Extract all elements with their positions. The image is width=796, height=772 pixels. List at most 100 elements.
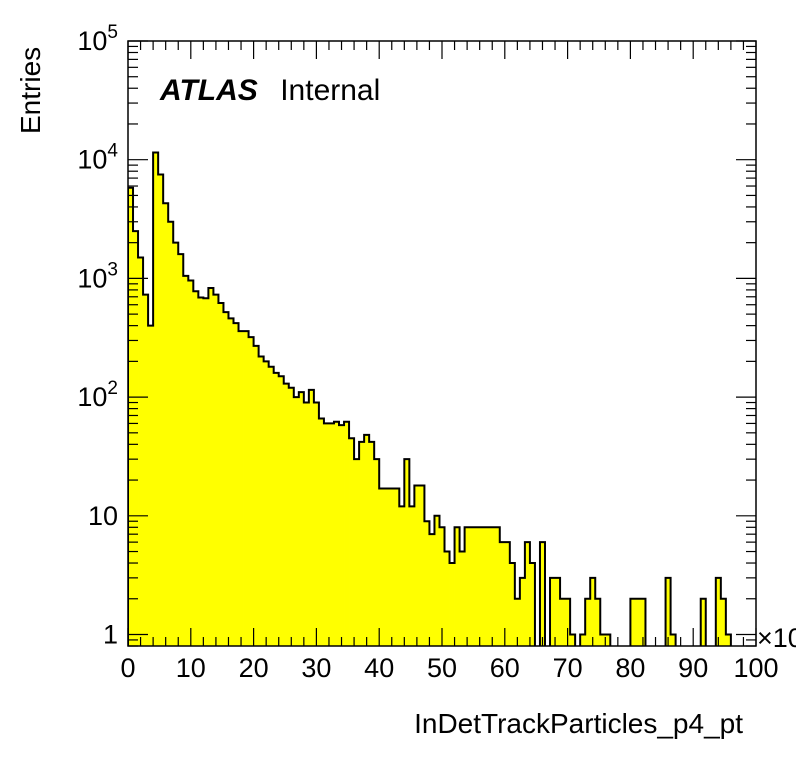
histogram-bar (328, 423, 335, 646)
histogram-bar (208, 288, 214, 646)
histogram-bar (223, 312, 229, 646)
histogram-bar (218, 303, 224, 646)
y-tick-label: 10 (88, 501, 118, 531)
histogram-bar (514, 598, 521, 646)
histogram-bar (725, 634, 732, 646)
histogram-bar (605, 634, 611, 646)
x-tick-label: 0 (120, 653, 135, 683)
histogram-bar (550, 577, 556, 646)
histogram-bar (248, 337, 254, 646)
y-tick-label: 1 (103, 619, 118, 649)
histogram-bar (364, 434, 370, 646)
histogram-bar (414, 485, 420, 646)
atlas-label: ATLAS Internal (159, 74, 380, 107)
histogram-bar (580, 634, 586, 646)
histogram-bar (379, 488, 385, 646)
histogram-bar (444, 551, 450, 646)
histogram-bar (168, 221, 174, 646)
histogram-bar (323, 423, 330, 646)
histogram-bars (128, 152, 732, 646)
x-tick-label: 10 (176, 653, 206, 683)
histogram-bar (555, 577, 561, 646)
histogram-bar (474, 527, 481, 646)
histogram-bar (720, 598, 727, 646)
histogram-bar (273, 372, 280, 646)
y-tick-label: 104 (77, 141, 118, 175)
histogram-bar (238, 331, 244, 646)
histogram-bar (595, 598, 601, 646)
histogram-bar (298, 392, 305, 646)
histogram-bar (434, 515, 440, 646)
histogram-bar (233, 323, 239, 646)
histogram-bar (288, 387, 295, 646)
histogram-bar (133, 231, 139, 646)
histogram-bar (489, 527, 496, 646)
y-tick-label: 105 (77, 22, 118, 56)
histogram-bar (278, 376, 285, 646)
histogram-bar (389, 488, 395, 646)
histogram-bar (399, 506, 405, 646)
histogram-bar (635, 598, 641, 646)
histogram-bar (308, 389, 315, 646)
histogram-bar (700, 598, 707, 646)
histogram-bar (560, 598, 566, 646)
histogram-bar (263, 361, 270, 646)
histogram-bar (374, 459, 380, 646)
histogram-bar (524, 542, 531, 646)
histogram-bar (600, 634, 606, 646)
histogram-bar (419, 485, 425, 646)
histogram-bar (243, 331, 249, 646)
histogram-bar (509, 563, 516, 646)
histogram-bar (384, 488, 390, 646)
histogram-bar (459, 551, 466, 646)
x-tick-label: 40 (364, 653, 394, 683)
x-tick-label: 30 (301, 653, 331, 683)
histogram-bar (670, 634, 677, 646)
histogram-bar (570, 634, 576, 646)
histogram-bar (585, 598, 591, 646)
histogram-bar (318, 418, 325, 646)
histogram-bar (359, 441, 365, 646)
histogram-bar (344, 421, 350, 646)
histogram-outline (128, 151, 732, 646)
histogram-bar (173, 242, 179, 646)
histogram-bar (268, 366, 275, 646)
histogram-bar (464, 527, 471, 646)
histogram-bar (148, 325, 154, 646)
histogram-bar (283, 383, 290, 646)
histogram-bar (193, 291, 199, 646)
histogram-bar (303, 402, 310, 646)
x-axis-title: InDetTrackParticles_p4_pt (414, 708, 743, 739)
x-tick-label: 100 (733, 653, 778, 683)
histogram-bar (313, 402, 320, 646)
plot-frame (127, 40, 757, 647)
histogram-bar (479, 527, 486, 646)
x-tick-label: 90 (678, 653, 708, 683)
histogram-bar (349, 438, 355, 646)
histogram-bar (158, 174, 164, 646)
x-tick-label: 80 (615, 653, 645, 683)
histogram-bar (203, 298, 209, 646)
histogram-bar (188, 280, 194, 646)
x-tick-label: 60 (490, 653, 520, 683)
x-tick-labels: 0 10 20 30 40 50 60 70 80 90 100 (120, 653, 778, 683)
x-multiplier-label: ×10 (757, 623, 796, 653)
histogram-bar (213, 294, 219, 646)
histogram-bar (439, 527, 445, 646)
histogram-bar (665, 577, 671, 646)
x-tick-label: 20 (239, 653, 269, 683)
histogram-bar (454, 527, 460, 646)
histogram-bar (565, 598, 571, 646)
histogram-bar (539, 542, 546, 646)
histogram-bar (404, 459, 410, 646)
histogram-bar (258, 356, 265, 646)
histogram-bar (198, 297, 204, 646)
histogram-bar (429, 534, 435, 646)
histogram-bar (163, 203, 169, 646)
histogram-bar (253, 345, 260, 646)
y-axis-title: Entries (15, 47, 46, 134)
histogram-bar (128, 187, 134, 646)
histogram-bar (369, 441, 375, 646)
y-tick-label: 102 (77, 378, 118, 412)
